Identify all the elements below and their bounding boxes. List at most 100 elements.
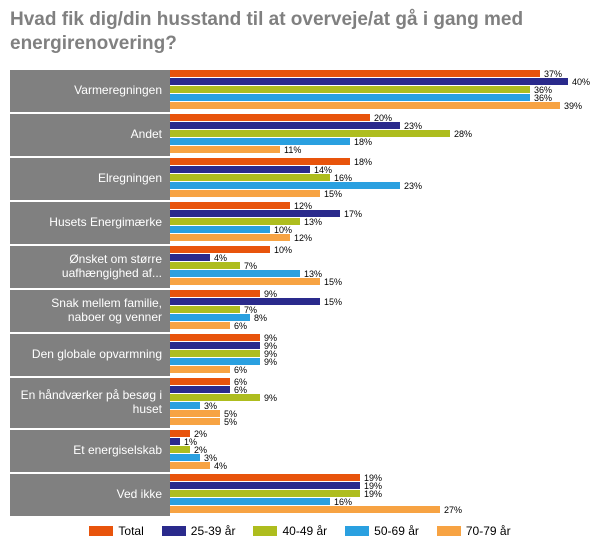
- bars-container: 9%15%7%8%6%: [170, 288, 590, 332]
- bar-row: 12%: [170, 202, 590, 209]
- bar-value-label: 16%: [330, 173, 352, 183]
- bar: [170, 138, 350, 145]
- bar-row: 13%: [170, 218, 590, 225]
- category-label: Ønsket om større uafhængighed af...: [10, 244, 170, 288]
- bar-value-label: 3%: [200, 401, 217, 411]
- category-group: Snak mellem familie, naboer og venner9%1…: [10, 288, 590, 332]
- bar-row: 14%: [170, 166, 590, 173]
- bar-value-label: 39%: [560, 101, 582, 111]
- bar-row: 11%: [170, 146, 590, 153]
- legend-swatch: [345, 526, 369, 536]
- bar: [170, 454, 200, 461]
- bar: [170, 334, 260, 341]
- bar: [170, 366, 230, 373]
- bar: [170, 122, 400, 129]
- bar-value-label: 27%: [440, 505, 462, 515]
- legend-item: Total: [89, 524, 143, 538]
- bar-value-label: 9%: [260, 357, 277, 367]
- bar: [170, 202, 290, 209]
- legend-label: Total: [118, 524, 143, 538]
- bar-value-label: 15%: [320, 277, 342, 287]
- legend-item: 70-79 år: [437, 524, 511, 538]
- legend-swatch: [89, 526, 113, 536]
- bar-value-label: 19%: [360, 489, 382, 499]
- bars-container: 20% 23%28%18%11%: [170, 112, 590, 156]
- bar-row: 27%: [170, 506, 590, 513]
- legend-label: 70-79 år: [466, 524, 511, 538]
- bar-row: 10%: [170, 246, 590, 253]
- bar-row: 15%: [170, 278, 590, 285]
- bar-value-label: 12%: [290, 201, 312, 211]
- bar: [170, 410, 220, 417]
- legend-item: 50-69 år: [345, 524, 419, 538]
- category-group: Husets Energimærke12%17%13%10%12%: [10, 200, 590, 244]
- bar: [170, 342, 260, 349]
- bar-value-label: 23%: [400, 181, 422, 191]
- legend-swatch: [437, 526, 461, 536]
- category-label: En håndværker på besøg i huset: [10, 376, 170, 428]
- category-group: Ønsket om større uafhængighed af... 10% 4%…: [10, 244, 590, 288]
- bar-value-label: 12%: [290, 233, 312, 243]
- category-label: Elregningen: [10, 156, 170, 200]
- bar-value-label: 17%: [340, 209, 362, 219]
- bar-row: 39%: [170, 102, 590, 109]
- category-label: Varmeregningen: [10, 68, 170, 112]
- category-group: Varmeregningen37%40%36%36%39%: [10, 68, 590, 112]
- bar: [170, 94, 530, 101]
- bar: [170, 498, 330, 505]
- bar-value-label: 10%: [270, 245, 292, 255]
- bars-container: 18%14%16%23%15%: [170, 156, 590, 200]
- bar-row: 2%: [170, 446, 590, 453]
- bar: [170, 402, 200, 409]
- bar-value-label: 7%: [240, 261, 257, 271]
- bar-value-label: 20%: [370, 113, 392, 123]
- legend-swatch: [253, 526, 277, 536]
- bar: [170, 322, 230, 329]
- legend-item: 40-49 år: [253, 524, 327, 538]
- chart-title: Hvad fik dig/din husstand til at overvej…: [10, 8, 590, 56]
- category-group: Den globale opvarmning9%9%9%9%6%: [10, 332, 590, 376]
- bar-value-label: 13%: [300, 217, 322, 227]
- bar-value-label: 16%: [330, 497, 352, 507]
- bar-row: 20%: [170, 114, 590, 121]
- bar: [170, 418, 220, 425]
- bar: [170, 262, 240, 269]
- chart-legend: Total 25-39 år 40-49 år 50-69 år 70-79 år: [10, 524, 590, 538]
- bar: [170, 166, 310, 173]
- bars-container: 2%1%2%3%4%: [170, 428, 590, 472]
- bar-value-label: 23%: [400, 121, 422, 131]
- bar: [170, 70, 540, 77]
- bars-container: 10%4%7%13%15%: [170, 244, 590, 288]
- bar: [170, 278, 320, 285]
- bar-value-label: 6%: [230, 321, 247, 331]
- bar-row: 9%: [170, 290, 590, 297]
- bar-value-label: 37%: [540, 69, 562, 79]
- bar: [170, 226, 270, 233]
- bar-row: 4%: [170, 462, 590, 469]
- category-group: Andet20%23%28%18%11%: [10, 112, 590, 156]
- bar-row: 37%: [170, 70, 590, 77]
- bar: [170, 446, 190, 453]
- bar: [170, 130, 450, 137]
- bar: [170, 182, 400, 189]
- bar-row: 6%: [170, 322, 590, 329]
- category-label: Den globale opvarmning: [10, 332, 170, 376]
- bar: [170, 482, 360, 489]
- bar-value-label: 9%: [260, 289, 277, 299]
- legend-label: 40-49 år: [282, 524, 327, 538]
- bar-row: 23%: [170, 182, 590, 189]
- bar-value-label: 6%: [230, 385, 247, 395]
- bar-row: 6%: [170, 366, 590, 373]
- bars-container: 9%9%9%9%6%: [170, 332, 590, 376]
- bar-value-label: 14%: [310, 165, 332, 175]
- bar-row: 18%: [170, 138, 590, 145]
- bar-value-label: 4%: [210, 253, 227, 263]
- bar-row: 16%: [170, 498, 590, 505]
- bar: [170, 78, 568, 85]
- bar: [170, 506, 440, 513]
- bar-value-label: 18%: [350, 137, 372, 147]
- bar: [170, 174, 330, 181]
- bar: [170, 114, 370, 121]
- legend-label: 25-39 år: [191, 524, 236, 538]
- bar-row: 28%: [170, 130, 590, 137]
